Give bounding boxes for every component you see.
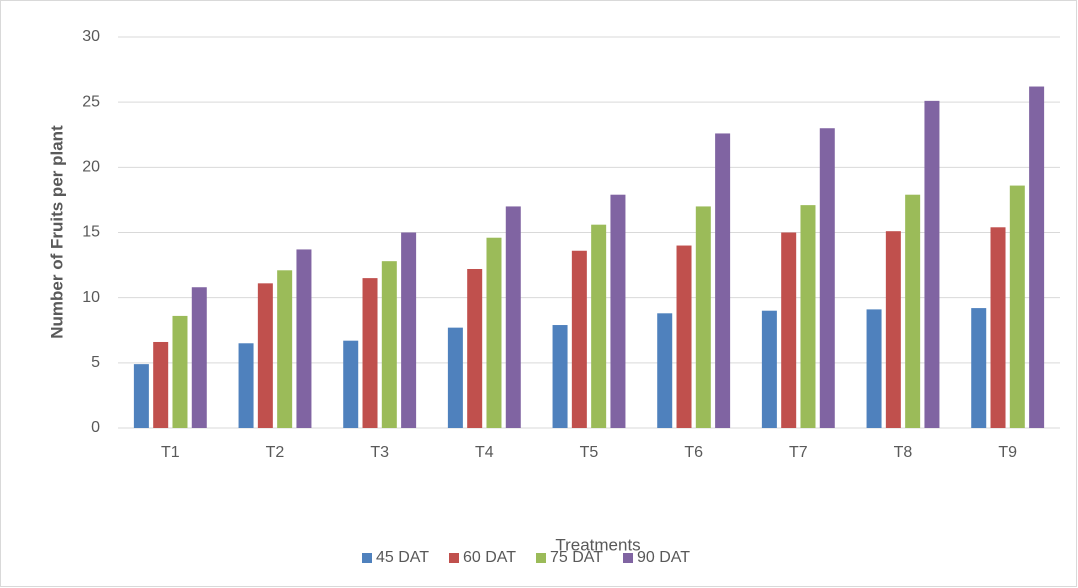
bar bbox=[133, 364, 149, 428]
legend-swatch bbox=[623, 553, 633, 563]
y-axis-label: Number of Fruits per plant bbox=[47, 125, 66, 339]
bar bbox=[971, 308, 987, 428]
bar bbox=[238, 343, 254, 428]
bar bbox=[905, 194, 921, 428]
bar bbox=[657, 313, 673, 428]
bar bbox=[257, 283, 273, 428]
bar bbox=[591, 224, 607, 428]
legend-label: 75 DAT bbox=[550, 549, 603, 566]
x-tick-label: T1 bbox=[161, 444, 180, 461]
x-tick-label: T6 bbox=[684, 444, 703, 461]
y-tick-label: 15 bbox=[82, 224, 100, 241]
bar bbox=[990, 227, 1006, 428]
bar bbox=[924, 100, 940, 428]
bar bbox=[153, 341, 169, 428]
y-tick-label: 20 bbox=[82, 159, 100, 176]
bar bbox=[447, 327, 463, 428]
y-tick-label: 10 bbox=[82, 289, 100, 306]
bar bbox=[1029, 86, 1045, 428]
bar bbox=[277, 270, 293, 428]
bar bbox=[610, 194, 626, 428]
bar bbox=[800, 205, 816, 428]
y-tick-label: 0 bbox=[91, 419, 100, 436]
x-axis-label: Treatments bbox=[555, 535, 640, 554]
y-tick-label: 5 bbox=[91, 354, 100, 371]
bar bbox=[715, 133, 731, 429]
bar bbox=[781, 232, 797, 428]
bar bbox=[695, 206, 711, 428]
legend-swatch bbox=[362, 553, 372, 563]
bar bbox=[343, 340, 359, 428]
bar bbox=[381, 261, 397, 428]
bar bbox=[486, 237, 502, 428]
y-tick-label: 30 bbox=[82, 28, 100, 45]
bar bbox=[819, 128, 835, 428]
y-tick-label: 25 bbox=[82, 93, 100, 110]
x-tick-label: T2 bbox=[266, 444, 285, 461]
bar bbox=[885, 231, 901, 428]
bar bbox=[552, 325, 568, 428]
bar bbox=[505, 206, 521, 428]
x-tick-label: T5 bbox=[580, 444, 599, 461]
legend-swatch bbox=[449, 553, 459, 563]
legend-label: 90 DAT bbox=[637, 549, 690, 566]
bar bbox=[296, 249, 312, 428]
bar bbox=[401, 232, 417, 428]
legend-label: 60 DAT bbox=[463, 549, 516, 566]
bar bbox=[571, 250, 587, 428]
bar bbox=[172, 315, 188, 428]
bar bbox=[1009, 185, 1025, 428]
x-tick-label: T9 bbox=[998, 444, 1017, 461]
bar bbox=[866, 309, 882, 428]
bar bbox=[362, 278, 378, 428]
bar bbox=[191, 287, 207, 428]
x-tick-label: T4 bbox=[475, 444, 494, 461]
legend-label: 45 DAT bbox=[376, 549, 429, 566]
x-tick-label: T3 bbox=[370, 444, 389, 461]
x-tick-label: T7 bbox=[789, 444, 808, 461]
legend-swatch bbox=[536, 553, 546, 563]
bar bbox=[761, 310, 777, 428]
bar bbox=[676, 245, 692, 428]
x-tick-label: T8 bbox=[894, 444, 913, 461]
bar bbox=[467, 268, 483, 428]
